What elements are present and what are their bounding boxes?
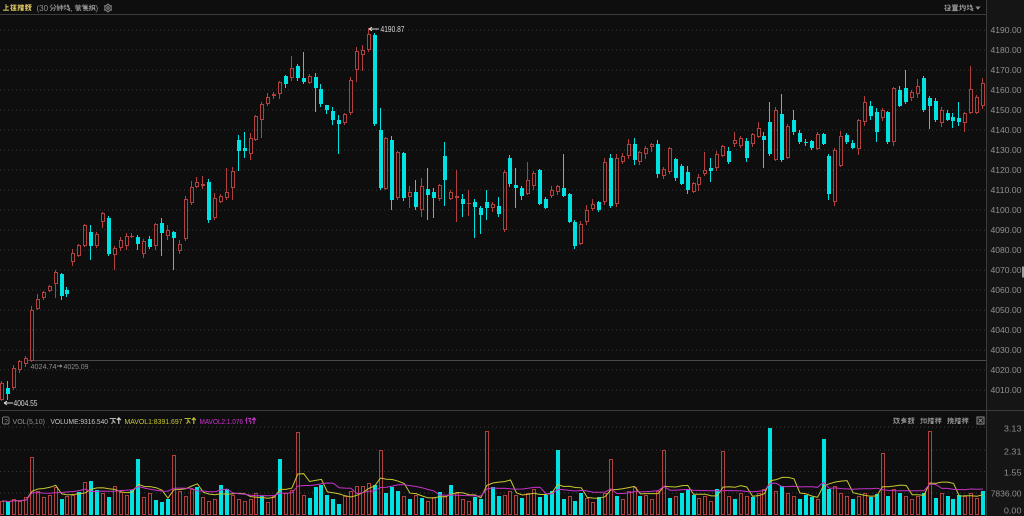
svg-text:0.00: 0.00 (1004, 506, 1022, 516)
svg-text:(30: (30 (37, 4, 49, 13)
svg-text:2.31: 2.31 (1004, 447, 1022, 457)
svg-text:4170.00: 4170.00 (991, 65, 1022, 75)
svg-text:4070.00: 4070.00 (991, 265, 1022, 275)
svg-text:1.55: 1.55 (1004, 468, 1022, 478)
svg-text:4120.00: 4120.00 (991, 165, 1022, 175)
svg-text:VOLUME:9316.540: VOLUME:9316.540 (51, 417, 109, 426)
svg-text:4110.00: 4110.00 (991, 185, 1022, 195)
svg-text:4100.00: 4100.00 (991, 205, 1022, 215)
svg-text:): ) (96, 4, 99, 13)
svg-text:4190.00: 4190.00 (991, 25, 1022, 35)
svg-text:4010.00: 4010.00 (991, 385, 1022, 395)
svg-text:,: , (71, 4, 73, 13)
svg-text:MAVOL2:1.076: MAVOL2:1.076 (200, 417, 244, 426)
svg-text:?: ? (4, 418, 8, 425)
svg-text:4050.00: 4050.00 (991, 305, 1022, 315)
svg-text:4025.09: 4025.09 (64, 362, 89, 371)
svg-text:4040.00: 4040.00 (991, 325, 1022, 335)
svg-text:4140.00: 4140.00 (991, 125, 1022, 135)
svg-text:4090.00: 4090.00 (991, 225, 1022, 235)
svg-text:7836.00: 7836.00 (991, 489, 1022, 499)
svg-text:4160.00: 4160.00 (991, 85, 1022, 95)
svg-text:4150.00: 4150.00 (991, 105, 1022, 115)
svg-text:MAVOL1:8391.697: MAVOL1:8391.697 (125, 417, 183, 426)
svg-text:4004.55: 4004.55 (14, 399, 38, 408)
svg-text:VOL(5,10): VOL(5,10) (13, 417, 46, 426)
svg-text:4080.00: 4080.00 (991, 245, 1022, 255)
svg-text:4130.00: 4130.00 (991, 145, 1022, 155)
svg-text:4024.74: 4024.74 (31, 362, 57, 371)
svg-text:4190.87: 4190.87 (381, 25, 405, 34)
svg-text:4060.00: 4060.00 (991, 285, 1022, 295)
svg-text:3.13: 3.13 (1004, 424, 1022, 434)
svg-text:4020.00: 4020.00 (991, 365, 1022, 375)
svg-text:4030.00: 4030.00 (991, 345, 1022, 355)
svg-text:4180.00: 4180.00 (991, 45, 1022, 55)
